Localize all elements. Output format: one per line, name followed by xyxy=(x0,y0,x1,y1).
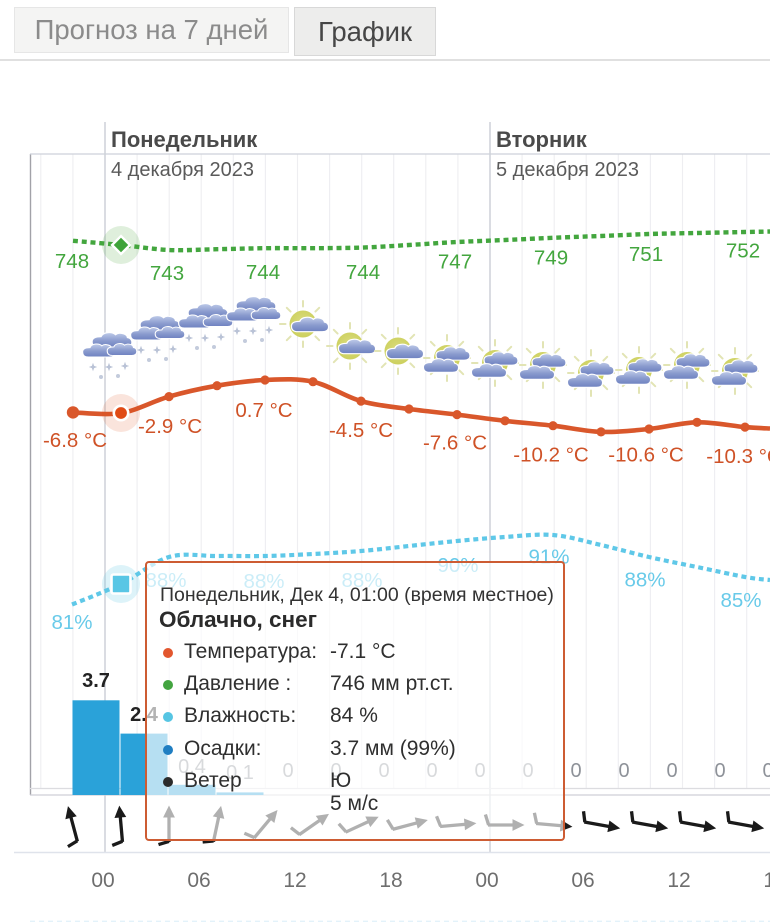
svg-text:06: 06 xyxy=(187,869,210,892)
svg-text:752: 752 xyxy=(726,240,760,263)
svg-text:-7.6 °C: -7.6 °C xyxy=(423,432,487,455)
svg-text:747: 747 xyxy=(438,251,472,274)
svg-text:0.7 °C: 0.7 °C xyxy=(235,399,292,422)
svg-text:749: 749 xyxy=(534,247,568,270)
svg-text:743: 743 xyxy=(150,262,184,285)
svg-text:5 декабря 2023: 5 декабря 2023 xyxy=(496,159,639,181)
svg-text:-6.8 °C: -6.8 °C xyxy=(43,429,107,452)
svg-text:Вторник: Вторник xyxy=(496,127,588,152)
svg-text:-10.3 °C: -10.3 °C xyxy=(706,445,770,468)
svg-text:0: 0 xyxy=(714,760,725,782)
svg-text:18: 18 xyxy=(379,869,402,892)
svg-text:12: 12 xyxy=(667,869,690,892)
svg-text:12: 12 xyxy=(283,869,306,892)
svg-text:0: 0 xyxy=(762,760,770,782)
svg-text:88%: 88% xyxy=(624,569,665,592)
svg-text:744: 744 xyxy=(246,261,280,284)
svg-text:0: 0 xyxy=(666,760,677,782)
svg-text:85%: 85% xyxy=(720,589,761,612)
svg-text:751: 751 xyxy=(629,243,663,266)
svg-text:748: 748 xyxy=(55,250,89,273)
svg-text:4 декабря 2023: 4 декабря 2023 xyxy=(111,159,254,181)
svg-text:06: 06 xyxy=(571,869,594,892)
svg-text:3.7: 3.7 xyxy=(82,670,110,692)
svg-text:-2.9 °C: -2.9 °C xyxy=(138,415,202,438)
svg-text:744: 744 xyxy=(346,261,380,284)
svg-text:-10.6 °C: -10.6 °C xyxy=(608,444,684,467)
svg-text:Понедельник: Понедельник xyxy=(111,127,258,152)
svg-text:00: 00 xyxy=(91,869,114,892)
svg-text:0: 0 xyxy=(618,760,629,782)
svg-text:-4.5 °C: -4.5 °C xyxy=(329,419,393,442)
svg-text:81%: 81% xyxy=(51,611,92,634)
svg-text:18: 18 xyxy=(763,869,770,892)
svg-text:-10.2 °C: -10.2 °C xyxy=(513,444,589,467)
svg-text:0: 0 xyxy=(570,760,581,782)
svg-text:00: 00 xyxy=(475,869,498,892)
